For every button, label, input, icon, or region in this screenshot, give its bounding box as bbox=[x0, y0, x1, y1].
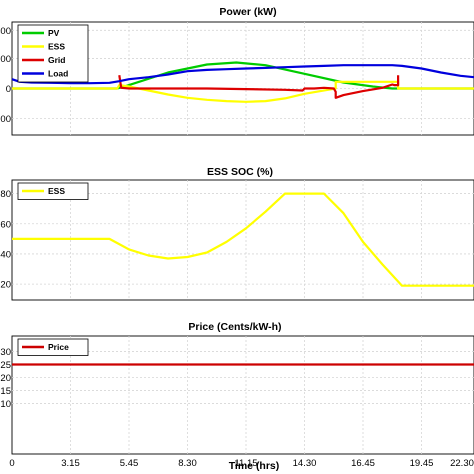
legend-box bbox=[17, 182, 89, 200]
legend-box bbox=[17, 338, 89, 356]
y-tick-label: 400 bbox=[0, 26, 11, 37]
price-panel: Price (Cents/kW-h) 30 25 20 15 10 Price 0 3.1… bbox=[0, 321, 474, 472]
y-tick-label: 20 bbox=[0, 373, 11, 384]
x-tick-label: 8.30 bbox=[178, 458, 197, 469]
y-tick-label: 30 bbox=[0, 347, 11, 358]
series-line-ess bbox=[12, 192, 474, 287]
y-tick-label: 25 bbox=[0, 360, 11, 371]
price-chart-title: Price (Cents/kW-h) bbox=[188, 321, 281, 333]
power-panel: Power (kW) 400 200 0 -200 PV ESS Grid Load bbox=[0, 6, 474, 136]
x-tick-label: 0 bbox=[9, 458, 14, 469]
x-tick-label: 11.15 bbox=[234, 458, 257, 469]
legend-entry: Grid bbox=[48, 55, 65, 65]
y-tick-label: -200 bbox=[0, 114, 11, 125]
x-tick-label: 19.45 bbox=[410, 458, 434, 469]
y-tick-label: 80 bbox=[0, 189, 11, 200]
y-tick-label: 40 bbox=[0, 249, 11, 260]
y-tick-label: 20 bbox=[0, 280, 11, 291]
x-tick-label: 16.45 bbox=[351, 458, 375, 469]
legend-entry: Price bbox=[48, 342, 69, 352]
price-plot-area bbox=[11, 335, 474, 455]
x-tick-label: 14.30 bbox=[293, 458, 317, 469]
x-tick-label: 3.15 bbox=[61, 458, 80, 469]
legend-entry: ESS bbox=[48, 42, 65, 52]
power-chart-title: Power (kW) bbox=[219, 6, 276, 18]
y-tick-label: 0 bbox=[6, 84, 11, 95]
y-tick-label: 10 bbox=[0, 399, 11, 410]
legend-entry: PV bbox=[48, 28, 60, 38]
x-axis-label: Time (hrs) bbox=[229, 460, 280, 472]
soc-chart-title: ESS SOC (%) bbox=[207, 166, 273, 178]
legend-entry: ESS bbox=[48, 186, 65, 196]
soc-panel: ESS SOC (%) 80 60 40 20 ESS bbox=[0, 166, 474, 301]
series-line-grid bbox=[118, 75, 400, 99]
series-line-pv bbox=[12, 61, 474, 90]
series-line-load bbox=[12, 64, 474, 85]
legend-entry: Load bbox=[48, 69, 68, 79]
x-tick-label: 22.30 bbox=[450, 458, 474, 469]
x-tick-label: 5.45 bbox=[120, 458, 139, 469]
y-tick-label: 15 bbox=[0, 386, 11, 397]
y-tick-label: 200 bbox=[0, 54, 11, 65]
y-tick-label: 60 bbox=[0, 219, 11, 230]
